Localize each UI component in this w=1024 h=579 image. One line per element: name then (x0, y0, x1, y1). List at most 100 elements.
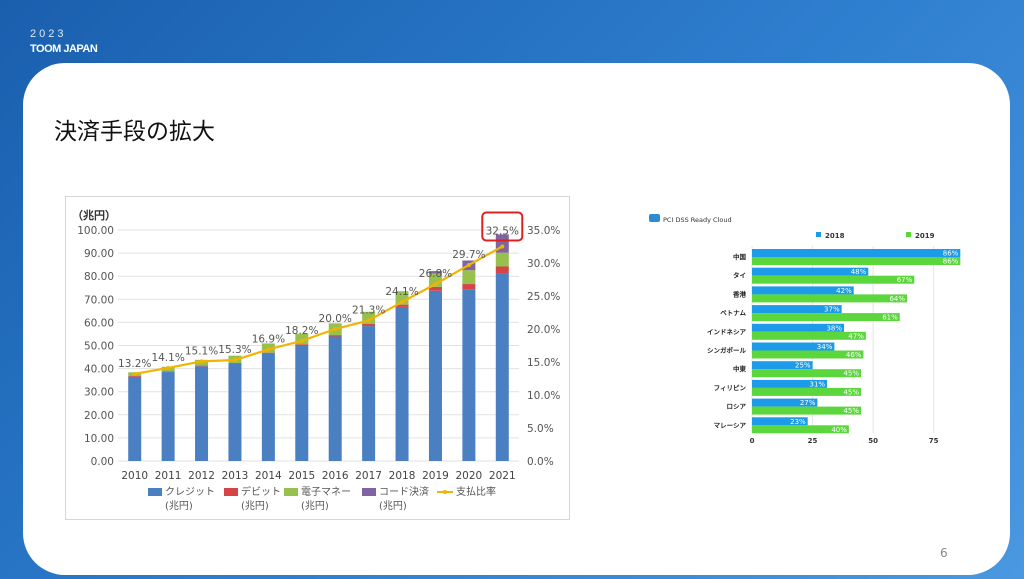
bar-2018 (752, 323, 845, 332)
cloud-icon (649, 214, 660, 222)
y2-tick-label: 35.0% (527, 225, 560, 237)
bar-2018 (752, 398, 818, 407)
x-tick-label: 2015 (288, 470, 315, 482)
y-tick-label: 0.00 (91, 456, 114, 468)
credit-bar (128, 376, 142, 461)
legend-unit: (兆円) (165, 500, 193, 512)
data-label-2018: 27% (800, 399, 816, 407)
ratio-data-label: 21.3% (352, 304, 385, 316)
data-label-2019: 67% (897, 276, 913, 284)
category-label: 中国 (733, 252, 747, 261)
debit-bar (128, 375, 142, 377)
payment-volume-svg: （兆円） 0.00 10.00 20.00 30.00 40.00 50.00 60.00 70… (72, 208, 560, 512)
category-label: インドネシア (707, 328, 747, 336)
category-label: フィリピン (714, 383, 747, 392)
x-tick-label: 2012 (188, 470, 215, 482)
x-tick-label: 2018 (389, 470, 416, 482)
x-tick-label: 50 (868, 437, 878, 445)
y-tick-label: 20.00 (84, 410, 114, 422)
ratio-point (433, 282, 438, 287)
bar-2019 (752, 406, 861, 415)
x-tick-label: 25 (808, 437, 818, 445)
x-tick-label: 2014 (255, 470, 282, 482)
ratio-data-label: 29.7% (452, 249, 485, 261)
pci-dss-svg: PCI DSS Ready Cloud 2018 2019 0 25 50 75 中国 86%8… (649, 214, 961, 445)
data-label-2018: 25% (795, 362, 811, 370)
credit-bar (362, 326, 376, 461)
ratio-point (400, 299, 405, 304)
data-label-2018: 38% (826, 324, 842, 332)
category-label: 中東 (733, 364, 747, 373)
legend-label: 電子マネー (301, 486, 351, 498)
data-label-2019: 86% (943, 258, 959, 266)
y-tick-label: 70.00 (84, 294, 114, 306)
legend-label: 支払比率 (456, 485, 496, 498)
ratio-point (232, 358, 237, 363)
debit-bar (195, 365, 209, 367)
ratio-data-label: 15.3% (218, 344, 251, 356)
emoney-bar (495, 252, 509, 267)
debit-bar (362, 324, 376, 327)
legend-unit: (兆円) (301, 500, 329, 512)
ratio-data-label: 18.2% (285, 325, 318, 337)
credit-bar (228, 363, 242, 461)
legend-label: クレジット (165, 486, 215, 498)
bar-2018 (752, 342, 835, 351)
slide-title: 決済手段の拡大 (54, 119, 215, 145)
data-label-2019: 46% (846, 351, 862, 359)
ratio-line (134, 245, 503, 375)
code-payment-bar (428, 271, 442, 274)
ratio-point (199, 359, 204, 364)
debit-bar (428, 286, 442, 291)
data-label-2018: 42% (836, 287, 852, 295)
ratio-data-label: 20.0% (319, 313, 352, 325)
legend-label: 2019 (915, 232, 935, 240)
page-number: 6 (940, 546, 948, 560)
bar-2019 (752, 257, 961, 265)
bar-2019 (752, 313, 900, 322)
data-label-2018: 37% (824, 306, 840, 314)
y-tick-label: 50.00 (84, 341, 114, 353)
debit-bar (261, 352, 275, 354)
bar-2019 (752, 275, 915, 284)
x-tick-label: 2016 (322, 470, 349, 482)
ratio-data-label: 24.1% (385, 286, 418, 298)
ratio-data-label: 14.1% (151, 352, 184, 364)
debit-bar (395, 304, 409, 307)
chart-title: PCI DSS Ready Cloud (663, 216, 732, 224)
ratio-point (333, 327, 338, 331)
pci-dss-chart: PCI DSS Ready Cloud 2018 2019 0 25 50 75 中国 86% 8… (640, 205, 985, 455)
category-label: 香港 (733, 289, 747, 298)
bar-2018 (752, 379, 828, 388)
x-tick-label: 2013 (222, 470, 249, 482)
credit-bar (428, 290, 442, 461)
highlight-box (481, 211, 524, 242)
y2-tick-label: 30.0% (527, 258, 560, 270)
y-tick-label: 60.00 (84, 317, 114, 329)
y-tick-label: 90.00 (84, 248, 114, 260)
credit-bar (261, 353, 275, 461)
data-label-2018: 48% (851, 268, 867, 276)
legend-line-marker (443, 490, 447, 494)
category-label: ベトナム (720, 309, 746, 317)
debit-bar (462, 284, 476, 290)
y-tick-label: 100.00 (77, 225, 114, 237)
y-axis-unit-label: （兆円） (72, 208, 116, 222)
credit-bar (328, 336, 342, 461)
x-tick-label: 2019 (422, 470, 449, 482)
debit-bar (228, 363, 242, 364)
bar-2018 (752, 305, 842, 314)
y2-tick-label: 0.0% (527, 456, 554, 468)
ratio-point (366, 318, 371, 323)
data-label-2019: 64% (889, 295, 905, 303)
legend-label: 2018 (825, 232, 845, 240)
ratio-point (500, 244, 505, 249)
y-tick-label: 40.00 (84, 364, 114, 376)
bar-2019 (752, 387, 861, 396)
x-tick-label: 2020 (456, 470, 483, 482)
bar-2019 (752, 294, 908, 303)
y-tick-label: 10.00 (84, 433, 114, 445)
ratio-point (166, 365, 171, 370)
brand-name: TOOM JAPAN (30, 43, 98, 55)
data-label-2019: 47% (848, 332, 864, 340)
